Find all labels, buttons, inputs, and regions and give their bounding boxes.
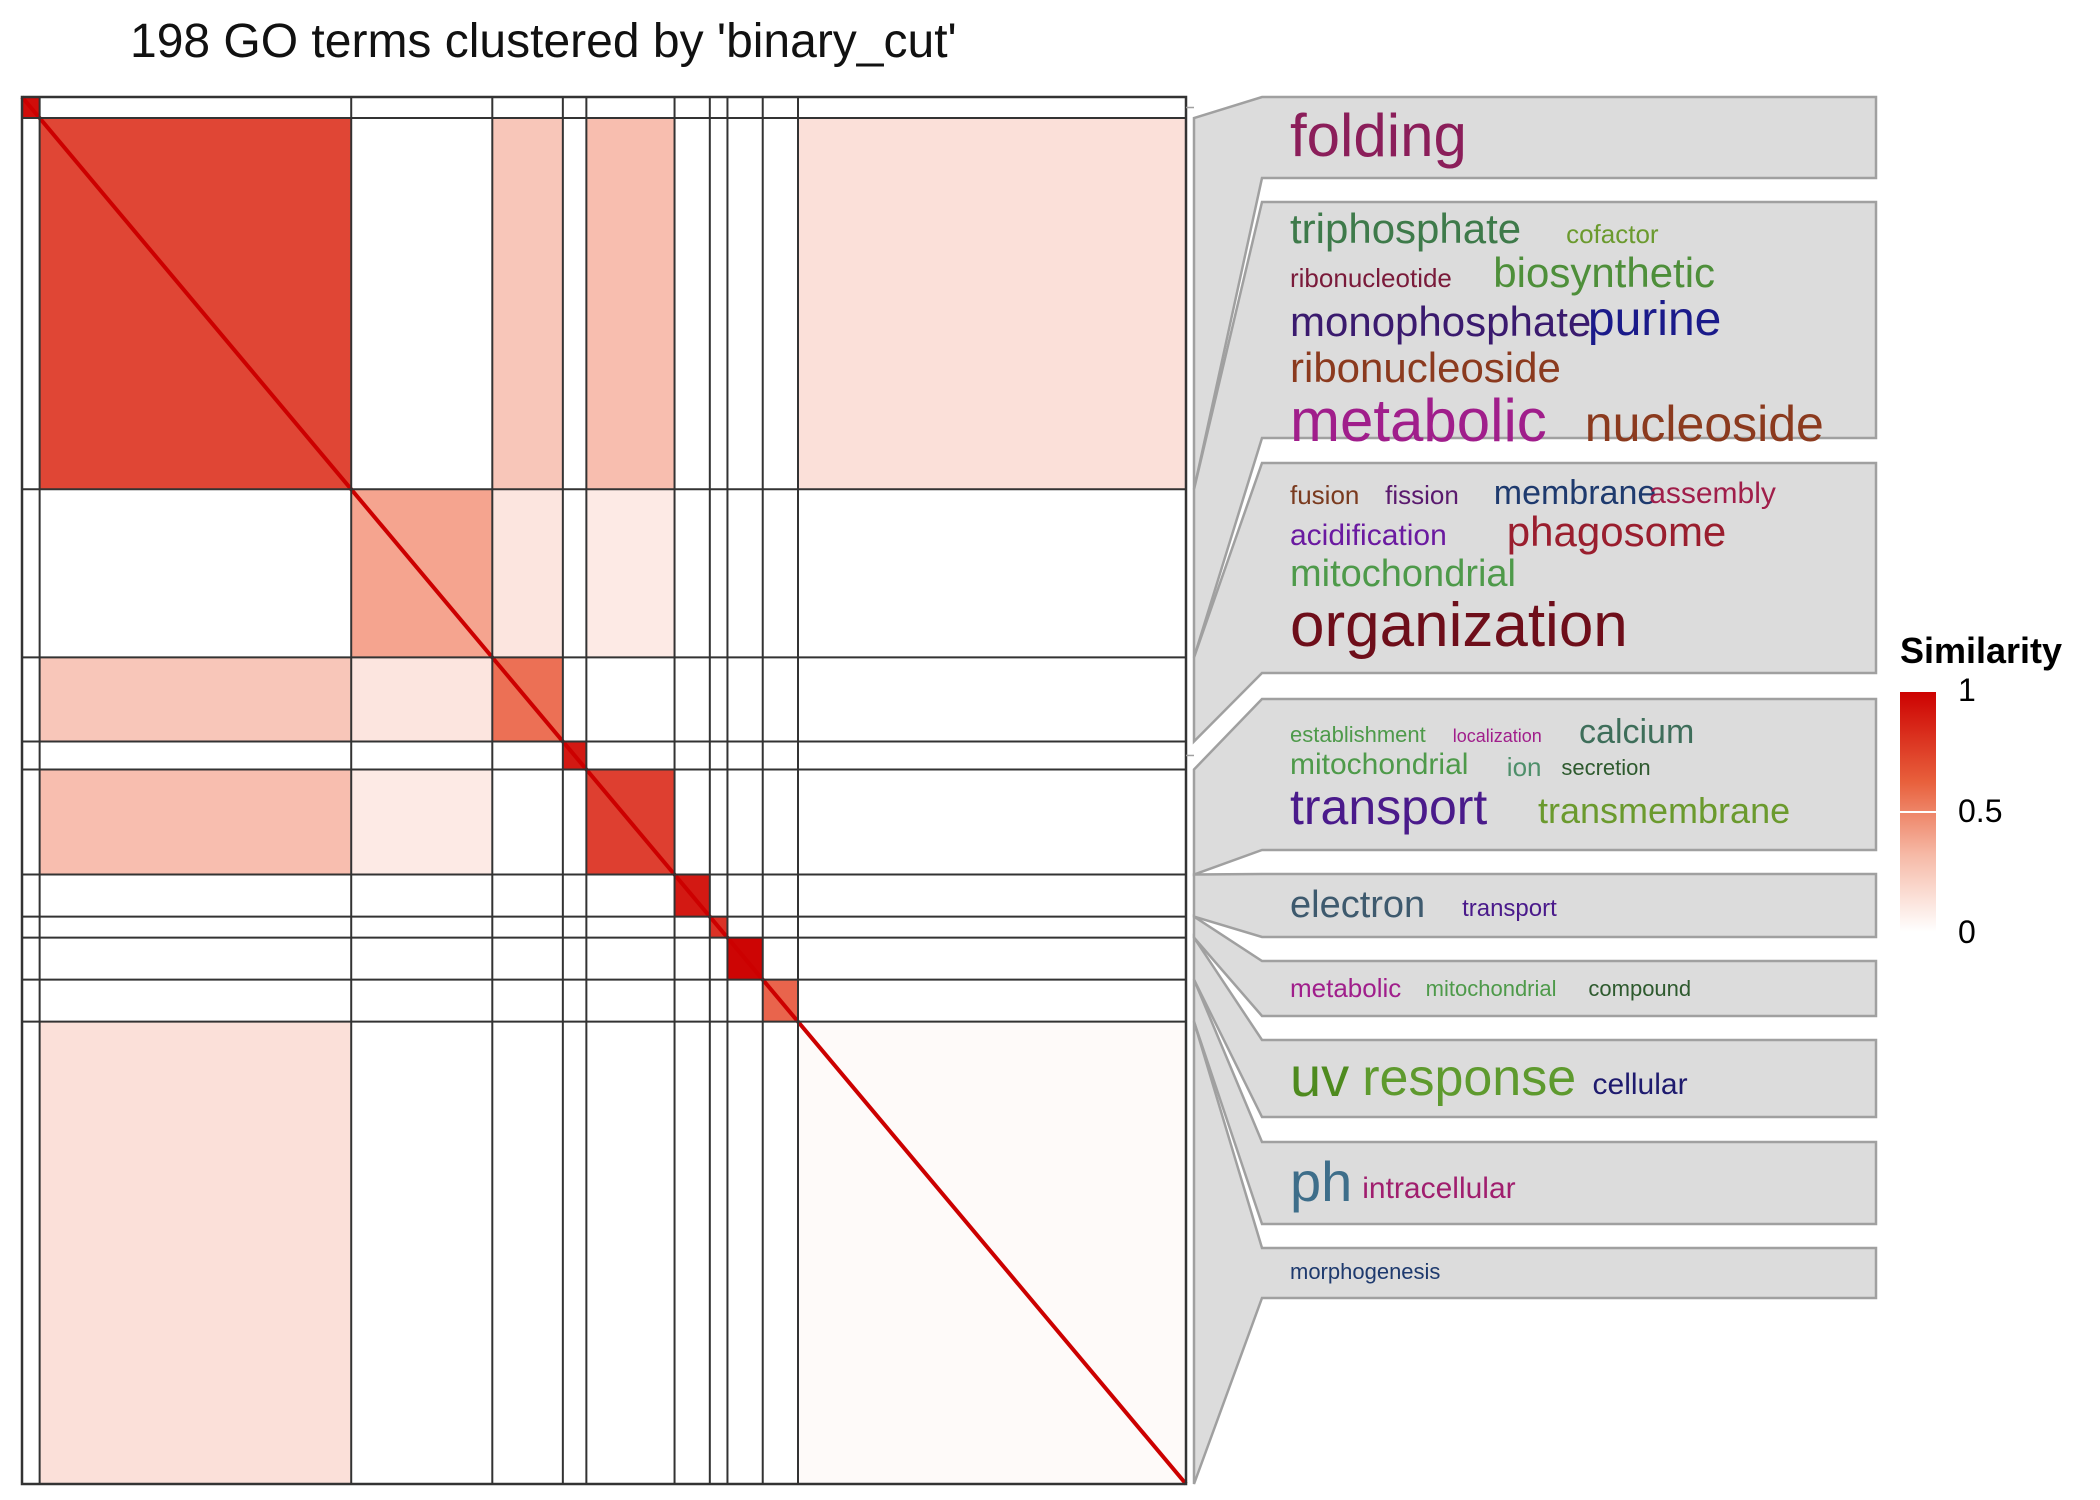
word-cloud-term: ribonucleotide	[1290, 262, 1452, 293]
heatmap-cells	[20, 95, 1188, 1486]
word-cloud-term: uv	[1290, 1045, 1350, 1109]
legend-tick-label: 1	[1958, 672, 1976, 708]
heatmap-offdiag-block	[39, 769, 352, 875]
word-cloud-box	[1192, 1021, 1878, 1485]
heatmap-offdiag-block	[798, 118, 1186, 490]
word-cloud-term: cofactor	[1566, 218, 1659, 249]
word-cloud-term: mitochondrial	[1425, 976, 1557, 1002]
word-cloud-term: cellular	[1592, 1067, 1688, 1101]
word-cloud-term: calcium	[1579, 712, 1695, 751]
heatmap-offdiag-block	[39, 657, 352, 742]
word-cloud-term: metabolic	[1290, 386, 1547, 454]
word-cloud-term: acidification	[1290, 518, 1447, 552]
word-cloud-term: response	[1362, 1049, 1577, 1108]
word-cloud-term: transport	[1290, 778, 1488, 835]
heatmap-diagonal	[20, 95, 1188, 1486]
word-cloud-term: ph	[1290, 1149, 1353, 1213]
heatmap-offdiag-block	[492, 489, 563, 658]
heatmap-offdiag-block	[492, 118, 563, 490]
legend-tick-mark	[1900, 811, 1936, 813]
word-cloud-term: organization	[1290, 591, 1628, 661]
word-cloud-term: fission	[1385, 480, 1459, 510]
heatmap-offdiag-block	[586, 118, 675, 490]
chart-title: 198 GO terms clustered by 'binary_cut'	[130, 15, 957, 68]
heatmap-border	[20, 95, 1188, 1486]
heatmap-offdiag-block	[586, 489, 675, 658]
cluster-grid	[20, 95, 1188, 1486]
word-cloud-term: secretion	[1561, 754, 1651, 780]
word-cloud-term: fusion	[1290, 480, 1360, 510]
word-cloud-term: morphogenesis	[1290, 1259, 1441, 1285]
word-cloud-term: electron	[1290, 883, 1426, 926]
word-cloud-term: assembly	[1649, 476, 1776, 510]
legend-tick-label: 0	[1958, 914, 1976, 950]
word-cloud-boxes	[1192, 95, 1878, 1485]
word-cloud-term: mitochondrial	[1290, 553, 1516, 596]
word-cloud-term: localization	[1452, 726, 1542, 747]
word-cloud-term: membrane	[1493, 473, 1657, 512]
word-cloud-term: triphosphate	[1290, 205, 1522, 252]
heatmap-offdiag-block	[351, 769, 493, 875]
word-cloud-term: phagosome	[1506, 508, 1727, 556]
word-cloud-term: mitochondrial	[1290, 748, 1469, 782]
word-cloud-term: ribonucleoside	[1290, 343, 1561, 391]
cluster-connectors	[1186, 106, 1194, 757]
word-cloud-box	[1192, 461, 1878, 745]
heatmap-offdiag-block	[351, 657, 493, 742]
word-cloud-term: purine	[1587, 293, 1722, 347]
word-cloud-term: nucleoside	[1584, 395, 1824, 452]
word-cloud-term: folding	[1290, 102, 1467, 169]
legend-title: Similarity	[1900, 630, 2063, 671]
word-cloud-term: intracellular	[1362, 1172, 1516, 1206]
word-cloud-term: biosynthetic	[1493, 249, 1716, 297]
word-cloud-term: ion	[1506, 751, 1542, 782]
heatmap-offdiag-block	[39, 1021, 352, 1484]
word-cloud-term: metabolic	[1290, 972, 1402, 1003]
word-cloud-term: transport	[1462, 894, 1557, 922]
word-cloud-term: monophosphate	[1290, 298, 1592, 345]
word-cloud-term: compound	[1588, 976, 1692, 1002]
word-cloud-term: establishment	[1290, 722, 1426, 748]
word-cloud-term: transmembrane	[1538, 790, 1791, 832]
legend-tick-label: 0.5	[1958, 793, 2003, 829]
legend-tick-mark	[1900, 690, 1936, 692]
